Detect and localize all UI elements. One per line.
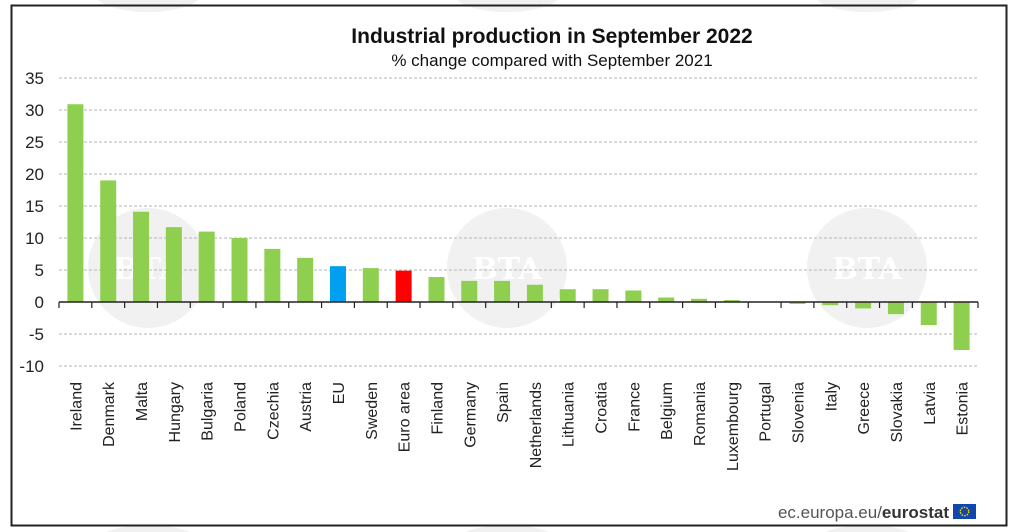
y-axis-ticks: 35 30 25 20 15 10 5 0 -5 -10 — [19, 69, 44, 376]
bar-austria — [297, 257, 314, 302]
x-tick-label: Ireland — [68, 382, 85, 431]
x-tick-label: Latvia — [922, 382, 939, 425]
bar-spain — [494, 280, 511, 302]
watermark-bottom — [465, 525, 549, 532]
x-tick-label: Estonia — [955, 382, 972, 435]
x-tick-label: Lithuania — [561, 382, 578, 447]
bar-denmark — [100, 180, 117, 302]
bar-germany — [461, 280, 478, 302]
x-tick-label: Belgium — [659, 382, 676, 440]
bar-croatia — [592, 289, 609, 302]
x-tick-label: Bulgaria — [200, 382, 217, 441]
bar-czechia — [264, 248, 281, 302]
bar-greece — [855, 302, 872, 309]
eu-flag-icon — [953, 504, 976, 519]
bar-slovakia — [887, 302, 904, 315]
x-tick-label: Finland — [429, 382, 446, 434]
gridlines — [59, 77, 978, 367]
source-text: ec.europa.eu/eurostat — [778, 503, 949, 522]
bar-hungary — [165, 227, 182, 302]
x-tick-label: Portugal — [758, 382, 775, 442]
watermark: BTA — [807, 208, 927, 328]
bar-euro-area — [395, 270, 412, 302]
bar-france — [625, 290, 642, 302]
watermark-bottom — [106, 525, 190, 532]
bar-luxembourg — [723, 300, 740, 302]
x-tick-label: Netherlands — [528, 382, 545, 468]
x-tick-label: Austria — [298, 382, 315, 432]
x-tick-label: Croatia — [594, 382, 611, 434]
source-credit: ec.europa.eu/eurostat — [778, 503, 976, 522]
bar-romania — [691, 298, 708, 302]
y-tick-label: 25 — [25, 133, 44, 152]
y-tick-label: 20 — [25, 165, 44, 184]
x-tick-label: Italy — [823, 382, 840, 411]
watermark-bottom — [825, 525, 909, 532]
x-tick-label: Greece — [856, 382, 873, 435]
bar-bulgaria — [198, 231, 215, 302]
x-tick-label: Spain — [495, 382, 512, 423]
x-tick-label: Luxembourg — [725, 382, 742, 471]
x-tick-label: Slovakia — [889, 382, 906, 443]
x-tick-label: France — [626, 382, 643, 432]
x-tick-label: Czechia — [265, 382, 282, 440]
bars — [67, 104, 970, 350]
y-tick-label: 0 — [35, 293, 44, 312]
x-tick-label: Romania — [692, 382, 709, 446]
x-tick-label: EU — [331, 382, 348, 404]
x-tick-label: Germany — [462, 382, 479, 448]
x-axis — [58, 301, 979, 308]
bar-eu — [329, 266, 346, 302]
bar-finland — [428, 277, 445, 302]
bar-italy — [822, 302, 839, 306]
y-tick-label: 15 — [25, 197, 44, 216]
x-tick-label: Hungary — [167, 382, 184, 442]
bar-malta — [133, 211, 150, 302]
bar-netherlands — [526, 284, 543, 302]
bar-lithuania — [559, 289, 576, 302]
x-tick-label: Poland — [233, 382, 250, 432]
bar-estonia — [953, 302, 970, 350]
x-tick-label: Denmark — [101, 381, 118, 447]
x-tick-label: Euro area — [397, 382, 414, 452]
y-tick-label: 30 — [25, 101, 44, 120]
chart-frame — [10, 4, 1008, 527]
x-axis-labels: Ireland Denmark Malta Hungary Bulgaria Poland… — [68, 381, 971, 471]
y-tick-label: -10 — [19, 357, 44, 376]
chart-title: Industrial production in September 2022 — [351, 25, 752, 48]
bar-poland — [231, 238, 248, 302]
x-tick-label: Sweden — [364, 382, 381, 440]
bar-sweden — [362, 268, 379, 302]
bar-belgium — [658, 297, 675, 302]
y-tick-label: 35 — [25, 69, 44, 88]
x-tick-label: Slovenia — [790, 382, 807, 443]
y-tick-label: 5 — [35, 261, 44, 280]
bar-latvia — [920, 302, 937, 326]
y-tick-label: -5 — [29, 325, 44, 344]
y-tick-label: 10 — [25, 229, 44, 248]
bar-slovenia — [789, 302, 806, 304]
watermark: BTA — [447, 208, 567, 328]
x-tick-label: Malta — [134, 382, 151, 421]
bar-ireland — [67, 104, 84, 303]
chart-subtitle: % change compared with September 2021 — [391, 51, 712, 70]
